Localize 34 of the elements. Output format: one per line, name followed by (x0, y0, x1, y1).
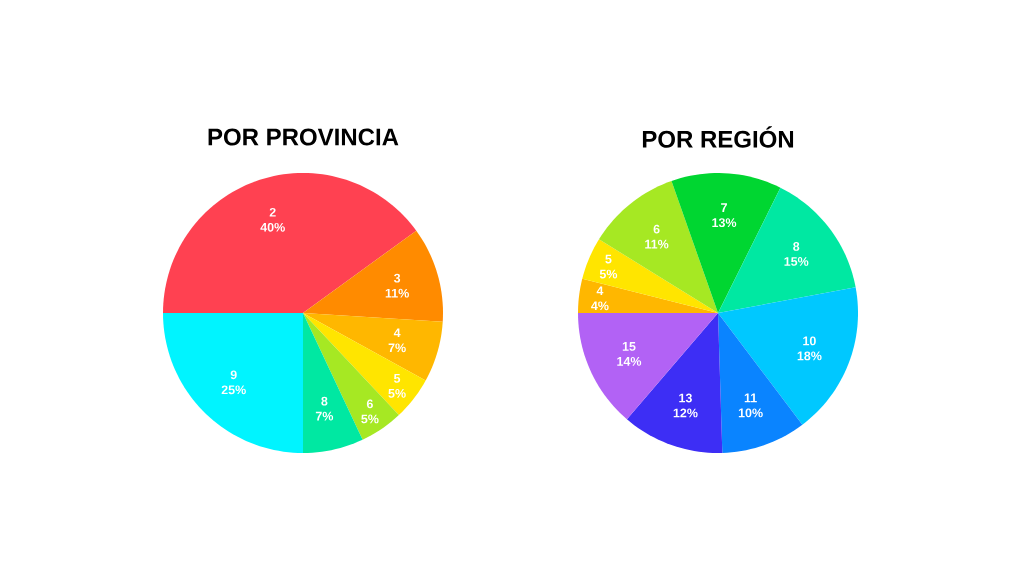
slice-label: 5 (605, 254, 612, 264)
slice-label: 4 (596, 286, 604, 296)
data-label: 40% (260, 222, 285, 232)
data-label: 7% (315, 411, 334, 421)
slice-label: 13 (679, 393, 692, 403)
slice-label: 7 (721, 203, 727, 212)
data-label: 25% (221, 385, 246, 395)
data-label: 13% (712, 218, 737, 228)
slice-label: 9 (230, 370, 237, 380)
slice-label: 4 (393, 328, 401, 338)
chart-title: POR PROVINCIA (208, 128, 399, 146)
data-label: 5% (361, 414, 379, 424)
slice-label: 10 (803, 336, 816, 346)
data-label: 15% (784, 257, 809, 266)
slice-label: 2 (269, 207, 276, 217)
slice-label: 3 (393, 273, 401, 283)
data-label: 4% (591, 301, 609, 311)
data-label: 11% (385, 288, 409, 298)
slice-label: 5 (393, 374, 401, 383)
slice-label: 8 (793, 242, 800, 251)
slice-label: 8 (321, 396, 328, 406)
slice-label: 6 (366, 399, 373, 409)
slice-label: 11 (744, 393, 757, 403)
data-label: 18% (797, 351, 822, 361)
data-label: 5% (388, 388, 406, 398)
slice-label: 6 (653, 224, 660, 234)
data-label: 10% (738, 408, 763, 418)
data-label: 7% (388, 343, 406, 353)
data-label: 5% (599, 269, 618, 279)
data-label: 12% (673, 408, 698, 418)
slice-label: 15 (622, 342, 636, 351)
data-label: 14% (617, 357, 642, 366)
data-label: 11% (645, 239, 669, 249)
chart-title: POR REGIÓN (642, 126, 794, 148)
